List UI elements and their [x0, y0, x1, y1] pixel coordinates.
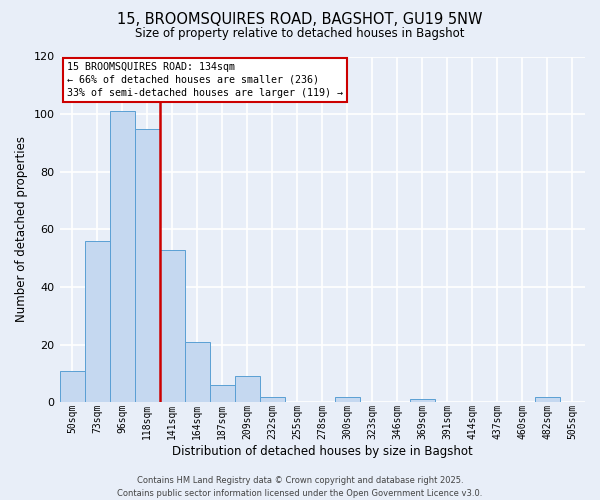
X-axis label: Distribution of detached houses by size in Bagshot: Distribution of detached houses by size …: [172, 444, 473, 458]
Bar: [235, 376, 260, 402]
Bar: [85, 241, 110, 402]
Bar: [410, 400, 435, 402]
Text: Size of property relative to detached houses in Bagshot: Size of property relative to detached ho…: [135, 28, 465, 40]
Text: 15, BROOMSQUIRES ROAD, BAGSHOT, GU19 5NW: 15, BROOMSQUIRES ROAD, BAGSHOT, GU19 5NW: [117, 12, 483, 28]
Bar: [110, 112, 134, 403]
Bar: [260, 396, 285, 402]
Text: 15 BROOMSQUIRES ROAD: 134sqm
← 66% of detached houses are smaller (236)
33% of s: 15 BROOMSQUIRES ROAD: 134sqm ← 66% of de…: [67, 62, 343, 98]
Bar: [335, 396, 360, 402]
Bar: [134, 128, 160, 402]
Bar: [535, 396, 560, 402]
Bar: [185, 342, 209, 402]
Y-axis label: Number of detached properties: Number of detached properties: [15, 136, 28, 322]
Bar: [59, 370, 85, 402]
Text: Contains HM Land Registry data © Crown copyright and database right 2025.
Contai: Contains HM Land Registry data © Crown c…: [118, 476, 482, 498]
Bar: [209, 385, 235, 402]
Bar: [160, 250, 185, 402]
